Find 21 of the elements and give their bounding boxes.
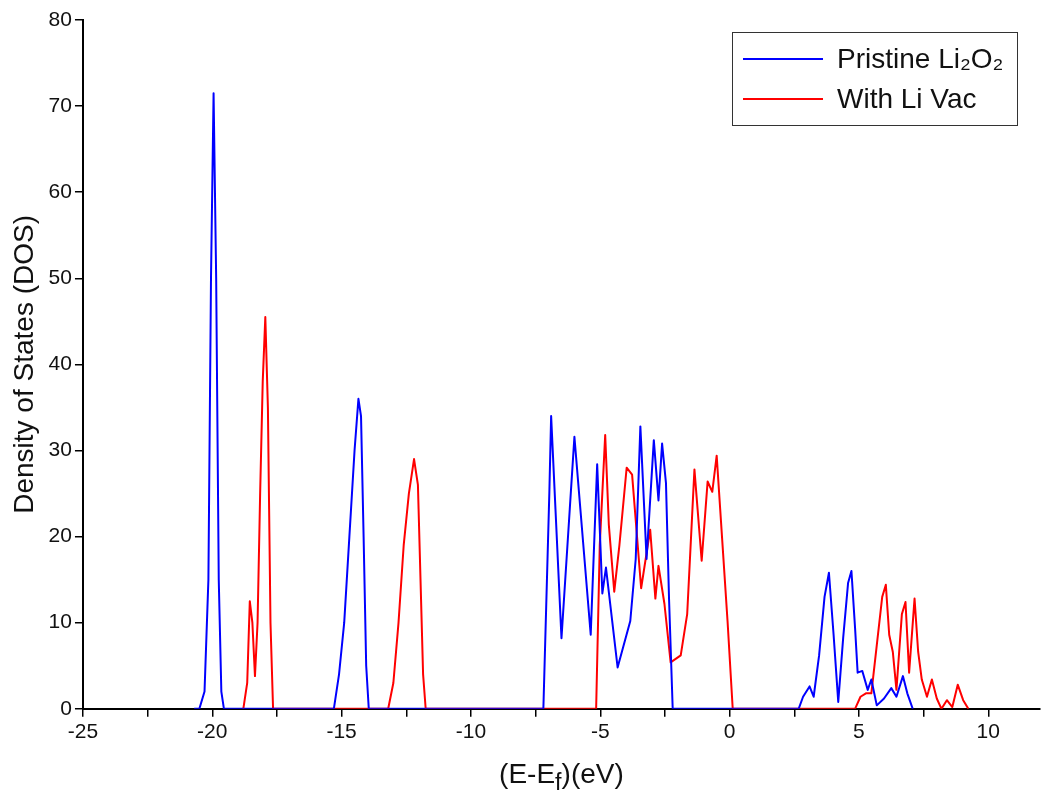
x-tick-label: -15 <box>326 719 357 743</box>
x-tick-label: -25 <box>67 719 99 743</box>
y-tick-label: 40 <box>48 351 72 375</box>
y-tick-label: 30 <box>48 437 72 461</box>
x-axis-title: (E-E$_{f}$)(eV) <box>498 758 625 796</box>
x-tick-label: 5 <box>853 719 865 743</box>
y-tick-label: 50 <box>48 265 72 289</box>
x-tick-label: -20 <box>197 719 228 743</box>
legend-label: With Li Vac <box>837 83 977 115</box>
y-tick-label: 60 <box>48 179 72 202</box>
y-tick-label: 80 <box>48 6 72 30</box>
y-tick-label: 0 <box>60 695 72 719</box>
x-tick-label: -5 <box>590 719 610 743</box>
legend-label: Pristine Li₂O₂ <box>837 43 1004 75</box>
x-tick-label: 0 <box>723 719 736 743</box>
y-axis-title: Density of States (DOS) <box>7 215 39 514</box>
y-tick-label: 70 <box>48 92 72 116</box>
x-tick-label: -10 <box>455 719 487 743</box>
y-tick-label: 10 <box>48 609 72 633</box>
y-tick-label: 20 <box>48 523 72 547</box>
x-tick-label: 10 <box>976 719 1000 743</box>
